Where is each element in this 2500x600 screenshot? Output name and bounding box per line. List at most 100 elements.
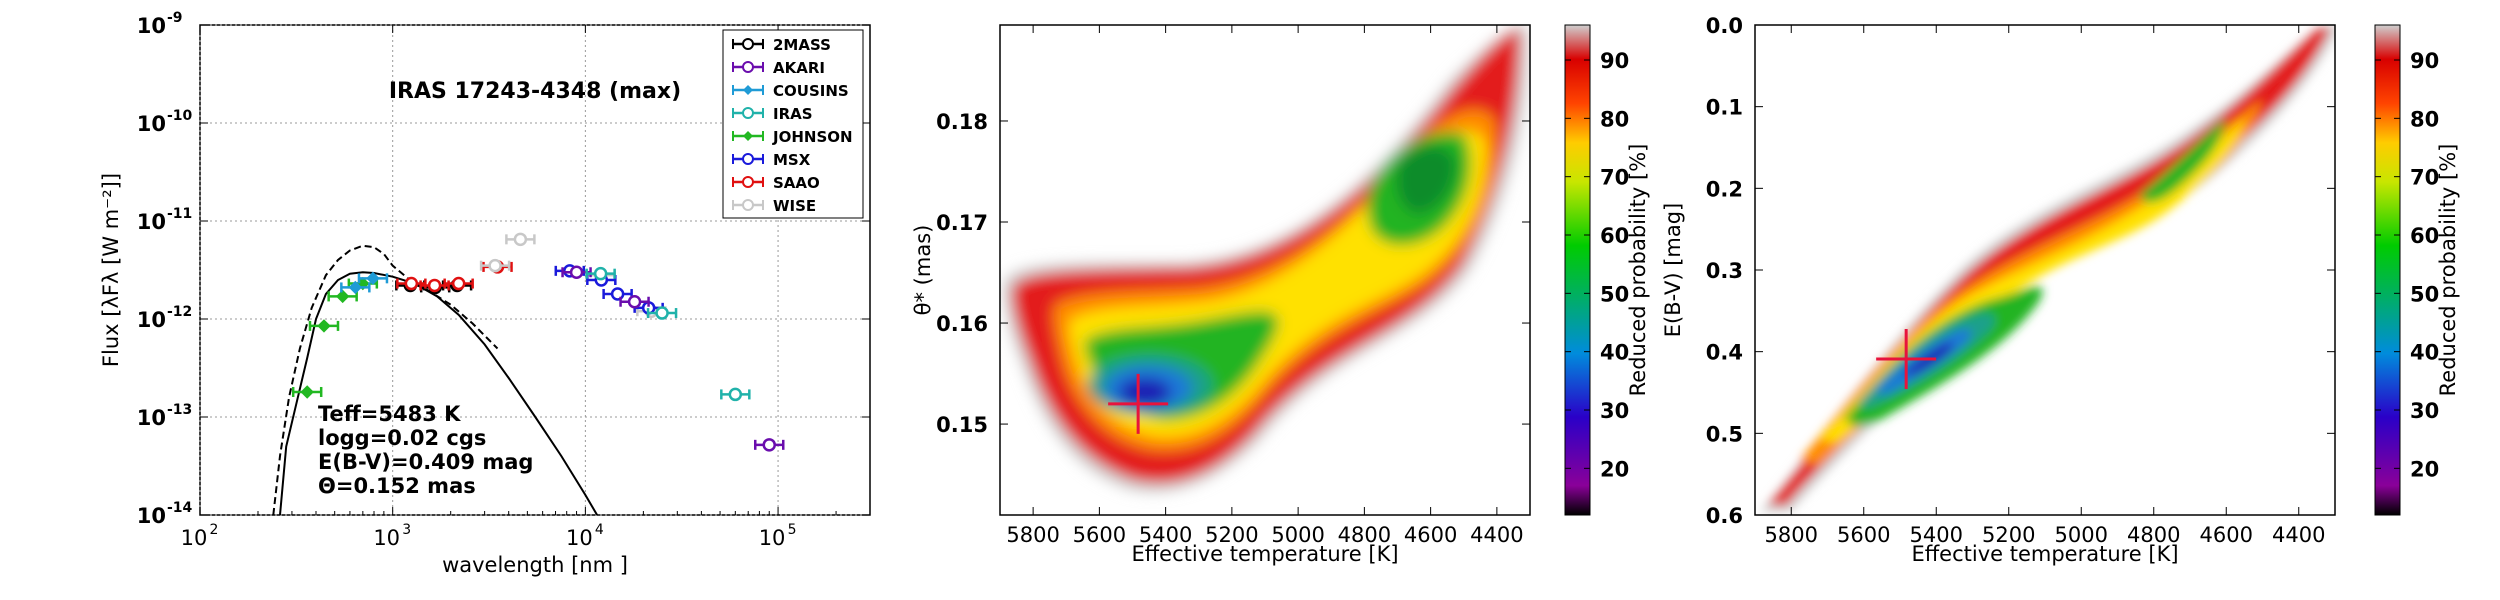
colorbar-tick-label: 20 bbox=[2410, 457, 2439, 481]
sed-point-cousins bbox=[366, 271, 380, 286]
legend-marker-akari bbox=[742, 61, 754, 73]
sed-data-points bbox=[291, 232, 785, 452]
sed-x-tick-exponent: 5 bbox=[788, 522, 797, 538]
sed-point-akari bbox=[569, 265, 584, 279]
heat-x-tick-label: 5200 bbox=[1982, 523, 2035, 547]
heat-x-tick-label: 4600 bbox=[1404, 523, 1457, 547]
colorbar-tick-label: 30 bbox=[1600, 399, 1629, 423]
sed-y-tick-label: 10 bbox=[137, 112, 166, 136]
sed-x-axis: 10 2 10 3 10 4 10 5 bbox=[181, 25, 871, 550]
sed-fit-annotations: Teff=5483 K logg=0.02 cgs E(B-V)=0.409 m… bbox=[318, 402, 533, 498]
sed-y-tick-label: 10 bbox=[137, 14, 166, 38]
sed-point-saao bbox=[427, 278, 442, 293]
sed-y-label: Flux [λFλ [W m⁻²]] bbox=[99, 173, 123, 367]
sed-legend: 2MASS AKARI COUSINS IRAS JOHNSON MSX SAAO WISE bbox=[722, 29, 864, 219]
heat-y-tick-label: 0.17 bbox=[936, 211, 988, 235]
heat-x-tick-label: 4800 bbox=[1338, 523, 1391, 547]
heat-x-tick-label: 5600 bbox=[1073, 523, 1126, 547]
colorbar-tick-label: 80 bbox=[2410, 107, 2439, 131]
heat-x-tick-label: 4400 bbox=[2272, 523, 2325, 547]
heat-x-tick-label: 4400 bbox=[1470, 523, 1523, 547]
heat-x-tick-label: 5400 bbox=[1910, 523, 1963, 547]
sed-panel: 10 2 10 3 10 4 10 5 10-1410-1310-1210-1110-1010… bbox=[99, 10, 871, 577]
legend-marker-wise bbox=[742, 199, 754, 211]
legend-marker-cousins bbox=[743, 85, 753, 95]
colorbar-tick-label: 90 bbox=[2410, 49, 2439, 73]
legend-label-2mass: 2MASS bbox=[773, 36, 831, 54]
heat-x-tick-label: 5000 bbox=[1271, 523, 1324, 547]
annotation-ebv: E(B-V)=0.409 mag bbox=[318, 450, 533, 474]
theta-x-label: Effective temperature [K] bbox=[1131, 542, 1398, 566]
legend-marker-johnson bbox=[743, 131, 753, 141]
ebv-colorbar: 20 30 40 50 60 70 80 90 Reduced probability [%] bbox=[2374, 24, 2460, 516]
legend-marker-saao bbox=[742, 176, 754, 188]
sed-x-tick-label: 10 bbox=[566, 526, 593, 550]
heat-y-tick-label: 0.16 bbox=[936, 312, 988, 336]
sed-point-johnson bbox=[335, 289, 350, 304]
theta-y-axis: 0.15 0.16 0.17 0.18 bbox=[936, 110, 1530, 437]
colorbar-tick-label: 40 bbox=[1600, 341, 1629, 365]
sed-y-tick-exponent: -14 bbox=[167, 500, 193, 516]
theta-colorbar: 20 30 40 50 60 70 80 90 Reduced probability [%] bbox=[1564, 24, 1650, 516]
heat-y-tick-label: 0.1 bbox=[1706, 96, 1743, 120]
theta-probability-map bbox=[1002, 25, 1529, 493]
heat-y-tick-label: 0.4 bbox=[1706, 341, 1743, 365]
theta-colorbar-label: Reduced probability [%] bbox=[1626, 144, 1650, 397]
sed-y-tick-exponent: -11 bbox=[167, 206, 192, 222]
sed-x-label: wavelength [nm ] bbox=[442, 553, 628, 577]
ebv-x-label: Effective temperature [K] bbox=[1911, 542, 2178, 566]
sed-y-tick-exponent: -12 bbox=[167, 304, 192, 320]
sed-x-tick-exponent: 3 bbox=[402, 522, 411, 538]
heat-y-tick-label: 0.18 bbox=[936, 110, 988, 134]
colorbar-tick-label: 60 bbox=[2410, 224, 2439, 248]
ebv-panel: 5800 5600 5400 5200 5000 4800 4600 4400 0.00.10… bbox=[1661, 14, 2460, 566]
legend-marker-2mass bbox=[742, 38, 754, 50]
ebv-colorbar-bar bbox=[2374, 24, 2401, 516]
sed-y-tick-label: 10 bbox=[137, 504, 166, 528]
sed-x-tick-exponent: 2 bbox=[210, 522, 219, 538]
sed-point-wise bbox=[513, 232, 528, 247]
sed-x-tick-label: 10 bbox=[181, 526, 208, 550]
ebv-best-fit-marker bbox=[1876, 329, 1937, 390]
sed-x-tick-exponent: 4 bbox=[595, 522, 604, 538]
annotation-theta: Θ=0.152 mas bbox=[318, 474, 476, 498]
annotation-logg: logg=0.02 cgs bbox=[318, 426, 486, 450]
legend-label-wise: WISE bbox=[773, 197, 816, 215]
heat-x-tick-label: 5800 bbox=[1006, 523, 1059, 547]
ebv-x-axis: 5800 5600 5400 5200 5000 4800 4600 4400 bbox=[1765, 25, 2325, 547]
sed-point-iras bbox=[655, 306, 669, 320]
theta-axes-box bbox=[999, 24, 1531, 516]
theta-x-axis: 5800 5600 5400 5200 5000 4800 4600 4400 bbox=[1006, 25, 1524, 547]
heat-x-tick-label: 5600 bbox=[1837, 523, 1890, 547]
legend-label-saao: SAAO bbox=[773, 174, 820, 192]
legend-label-cousins: COUSINS bbox=[773, 82, 849, 100]
sed-point-johnson bbox=[317, 319, 331, 333]
heat-x-tick-label: 5400 bbox=[1139, 523, 1192, 547]
legend-marker-msx bbox=[742, 153, 754, 165]
theta-region-darkblue bbox=[1119, 378, 1171, 406]
theta-panel: 5800 5600 5400 5200 5000 4800 4600 4400 0.150.1… bbox=[911, 24, 1650, 566]
sed-point-saao bbox=[404, 276, 419, 291]
sed-y-tick-label: 10 bbox=[137, 308, 166, 332]
sed-model-curves bbox=[272, 244, 598, 515]
heat-y-tick-label: 0.15 bbox=[936, 413, 988, 437]
ebv-probability-map bbox=[1760, 25, 2335, 512]
colorbar-tick-label: 60 bbox=[1600, 224, 1629, 248]
theta-best-fit-marker bbox=[1108, 373, 1169, 434]
heat-x-tick-label: 4800 bbox=[2127, 523, 2180, 547]
ebv-y-axis: 0.0 0.1 0.2 0.3 0.4 0.5 0.6 bbox=[1706, 14, 2335, 528]
annotation-teff: Teff=5483 K bbox=[318, 402, 461, 426]
colorbar-tick-label: 70 bbox=[2410, 166, 2439, 190]
colorbar-tick-label: 70 bbox=[1600, 166, 1629, 190]
sed-point-iras bbox=[728, 387, 743, 402]
heat-x-tick-label: 5200 bbox=[1205, 523, 1258, 547]
sed-x-tick-label: 10 bbox=[373, 526, 400, 550]
sed-point-iras bbox=[593, 266, 608, 281]
legend-label-akari: AKARI bbox=[773, 59, 825, 77]
ebv-y-label: E(B-V) [mag] bbox=[1661, 203, 1685, 338]
sed-title: IRAS 17243-4348 (max) bbox=[389, 79, 681, 104]
theta-region-darkgreen-upper bbox=[1396, 145, 1456, 214]
sed-point-akari bbox=[627, 294, 642, 309]
colorbar-tick-label: 80 bbox=[1600, 107, 1629, 131]
